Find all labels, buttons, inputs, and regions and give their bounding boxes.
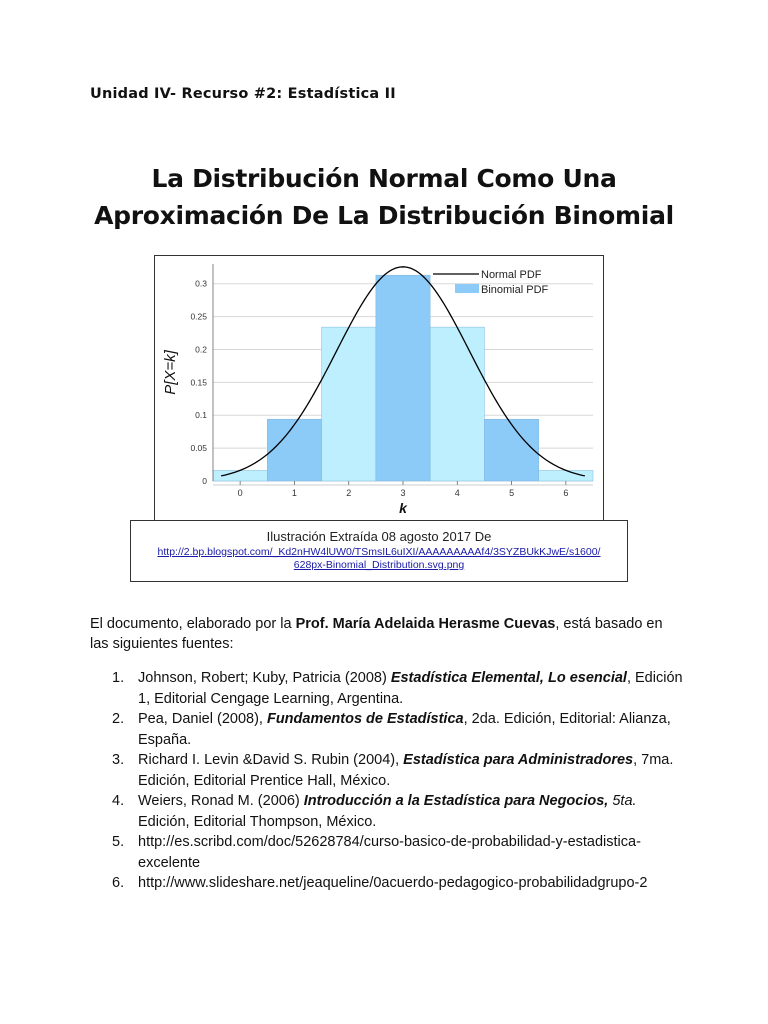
- y-tick-label: 0.05: [190, 443, 207, 453]
- reference-title: Estadística para Administradores: [403, 752, 634, 768]
- x-tick-label: 4: [455, 488, 460, 498]
- binomial-bar: [429, 326, 485, 482]
- x-tick-label: 6: [563, 488, 568, 498]
- source-link[interactable]: http://2.bp.blogspot.com/_Kd2nHW4lUW0/TS…: [131, 546, 627, 572]
- y-tick-label: 0.2: [195, 344, 207, 354]
- y-tick-label: 0: [202, 476, 207, 486]
- reference-number: 6.: [112, 875, 125, 891]
- author-name: Prof. María Adelaida Herasme Cuevas: [295, 616, 556, 632]
- legend-swatch-binomial: [455, 284, 479, 293]
- reference-item: 6. http://www.slideshare.net/jeaqueline/0…: [90, 873, 690, 894]
- normal-pdf-curve: [221, 266, 585, 477]
- chart-canvas: 0 0.05 0.1 0.15 0.2 0.25 0.3 0 1 2 3 4 5 6 P[X=k] k Norm…: [162, 264, 594, 516]
- intro-paragraph: El documento, elaborado por la Prof. Mar…: [90, 614, 680, 654]
- reference-number: 1.: [112, 670, 125, 686]
- reference-title: Estadística Elemental, Lo esencial: [390, 670, 627, 686]
- y-tick-label: 0.3: [195, 279, 207, 289]
- document-title: La Distribución Normal Como Una Aproxima…: [60, 160, 708, 234]
- x-tick-label: 0: [238, 488, 243, 498]
- y-tick-label: 0.15: [190, 377, 207, 387]
- reference-text: Edición, Editorial Thompson, México.: [138, 813, 377, 830]
- reference-item: 1. Johnson, Robert; Kuby, Patricia (2008)…: [90, 668, 690, 709]
- reference-number: 2.: [112, 711, 125, 727]
- reference-text: Richard I. Levin &David S. Rubin (2004),: [138, 752, 404, 768]
- x-axis-label: k: [399, 500, 408, 516]
- reference-item: 5. http://es.scribd.com/doc/52628784/curs…: [90, 832, 690, 873]
- reference-url[interactable]: http://es.scribd.com/doc/52628784/curso-…: [138, 834, 641, 871]
- x-tick-label: 5: [509, 488, 514, 498]
- reference-text: Weiers, Ronad M. (2006): [138, 793, 304, 809]
- title-line-2: Aproximación De La Distribución Binomial: [94, 201, 674, 230]
- intro-text-before: El documento, elaborado por la: [90, 616, 296, 632]
- intro-text-after: , está basado en las siguientes fuentes:: [90, 616, 663, 652]
- reference-number: 4.: [112, 793, 125, 809]
- reference-title: Fundamentos de Estadística: [266, 711, 464, 727]
- binomial-bar: [484, 418, 539, 482]
- reference-item: 4. Weiers, Ronad M. (2006) Introducción a…: [90, 791, 690, 832]
- reference-item: 3. Richard I. Levin &David S. Rubin (2004…: [90, 750, 690, 791]
- reference-text: Johnson, Robert; Kuby, Patricia (2008): [138, 670, 391, 686]
- legend-label-binomial: Binomial PDF: [481, 284, 549, 296]
- reference-edition: 5ta.: [608, 793, 637, 809]
- reference-item: 2. Pea, Daniel (2008), Fundamentos de Est…: [90, 709, 690, 750]
- unit-heading: Unidad IV- Recurso #2: Estadística II: [90, 86, 396, 102]
- reference-text: Pea, Daniel (2008),: [138, 711, 267, 727]
- reference-url[interactable]: http://www.slideshare.net/jeaqueline/0ac…: [138, 875, 648, 891]
- binomial-bar: [321, 326, 377, 482]
- y-tick-label: 0.1: [195, 410, 207, 420]
- binomial-bar: [375, 274, 431, 482]
- references-list: 1. Johnson, Robert; Kuby, Patricia (2008)…: [90, 668, 690, 894]
- x-tick-label: 1: [292, 488, 297, 498]
- reference-text: , Edición 1, Editorial Cengage Learning,…: [138, 670, 683, 707]
- binomial-bar: [267, 418, 322, 482]
- y-tick-label: 0.25: [190, 312, 207, 322]
- reference-number: 5.: [112, 834, 125, 850]
- reference-title: Introducción a la Estadística para Negoc…: [303, 793, 609, 809]
- reference-text: , 7ma. Edición, Editorial Prentice Hall,…: [138, 752, 674, 789]
- legend-label-normal: Normal PDF: [481, 269, 542, 281]
- y-axis-label: P[X=k]: [162, 349, 179, 394]
- caption-text: Ilustración Extraída 08 agosto 2017 De: [266, 529, 492, 544]
- title-line-1: La Distribución Normal Como Una: [151, 164, 617, 193]
- x-tick-label: 2: [346, 488, 351, 498]
- source-link-line-2: 628px-Binomial_Distribution.svg.png: [293, 559, 465, 571]
- figure-caption: Ilustración Extraída 08 agosto 2017 De h…: [130, 520, 628, 582]
- x-tick-label: 3: [400, 488, 405, 498]
- distribution-chart: 0 0.05 0.1 0.15 0.2 0.25 0.3 0 1 2 3 4 5 6 P[X=k] k Norm…: [154, 255, 604, 521]
- source-link-line-1: http://2.bp.blogspot.com/_Kd2nHW4lUW0/TS…: [157, 546, 601, 558]
- reference-number: 3.: [112, 752, 125, 768]
- reference-text: , 2da. Edición, Editorial: Alianza, Espa…: [138, 711, 671, 748]
